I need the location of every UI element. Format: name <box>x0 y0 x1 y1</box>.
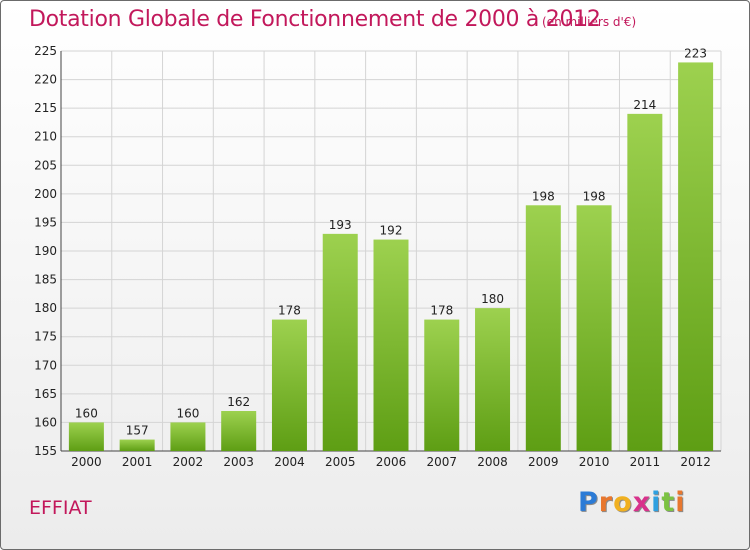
y-tick-label: 215 <box>34 101 57 115</box>
bar <box>119 439 155 451</box>
x-tick-label: 2002 <box>173 455 204 469</box>
bar-value-label: 198 <box>532 189 555 203</box>
y-tick-label: 170 <box>34 358 57 372</box>
chart-subtitle: (en milliers d'€) <box>542 15 637 29</box>
bar <box>424 319 460 451</box>
logo-letter: t <box>661 487 676 518</box>
y-tick-label: 210 <box>34 130 57 144</box>
x-tick-label: 2012 <box>680 455 711 469</box>
y-tick-label: 155 <box>34 444 57 458</box>
bar-value-label: 178 <box>430 304 453 318</box>
place-name: EFFIAT <box>29 497 92 519</box>
y-tick-label: 180 <box>34 301 57 315</box>
x-tick-label: 2008 <box>477 455 508 469</box>
logo-letter: o <box>613 487 633 518</box>
y-tick-label: 225 <box>34 44 57 58</box>
bar <box>322 233 358 451</box>
bar-value-label: 160 <box>176 406 199 420</box>
x-tick-label: 2011 <box>630 455 661 469</box>
bar <box>271 319 307 451</box>
bar-value-label: 198 <box>583 189 606 203</box>
y-tick-label: 220 <box>34 73 57 87</box>
y-tick-label: 185 <box>34 273 57 287</box>
x-tick-label: 2010 <box>579 455 610 469</box>
x-tick-label: 2009 <box>528 455 559 469</box>
labels: 155 160 165 170 175 180 185 190 195 200 205 210 215 2… <box>34 44 711 469</box>
bar-value-label: 193 <box>329 218 352 232</box>
bar <box>627 113 663 451</box>
y-tick-label: 195 <box>34 215 57 229</box>
logo-letter: r <box>598 487 614 518</box>
y-tick-label: 205 <box>34 158 57 172</box>
bar-value-label: 180 <box>481 292 504 306</box>
bar <box>576 205 612 451</box>
x-tick-label: 2001 <box>122 455 153 469</box>
bar <box>221 411 257 451</box>
logo-letter: P <box>578 487 599 518</box>
proxiti-logo[interactable]: Proxiti <box>578 487 686 518</box>
x-tick-label: 2007 <box>426 455 457 469</box>
x-tick-label: 2004 <box>274 455 305 469</box>
logo-letter: i <box>651 487 662 518</box>
y-tick-label: 200 <box>34 187 57 201</box>
bar <box>525 205 561 451</box>
bars <box>68 62 714 452</box>
bar <box>678 62 714 452</box>
bar-value-label: 223 <box>684 46 707 60</box>
bar-value-label: 157 <box>126 424 149 438</box>
y-tick-label: 175 <box>34 330 57 344</box>
bar-value-label: 214 <box>633 98 656 112</box>
logo-letter: x <box>632 487 652 518</box>
y-tick-label: 160 <box>34 415 57 429</box>
x-tick-label: 2006 <box>376 455 407 469</box>
logo-letter: i <box>675 487 686 518</box>
bar-value-label: 160 <box>75 406 98 420</box>
bar <box>373 239 409 451</box>
bar-value-label: 178 <box>278 304 301 318</box>
bar <box>475 308 511 451</box>
x-tick-label: 2003 <box>223 455 254 469</box>
y-tick-label: 165 <box>34 387 57 401</box>
bar <box>170 422 206 451</box>
y-tick-label: 190 <box>34 244 57 258</box>
bar-value-label: 192 <box>380 224 403 238</box>
chart-title: Dotation Globale de Fonctionnement de 20… <box>29 7 601 32</box>
x-tick-label: 2000 <box>71 455 102 469</box>
bar-value-label: 162 <box>227 395 250 409</box>
x-tick-label: 2005 <box>325 455 356 469</box>
bar <box>68 422 104 451</box>
